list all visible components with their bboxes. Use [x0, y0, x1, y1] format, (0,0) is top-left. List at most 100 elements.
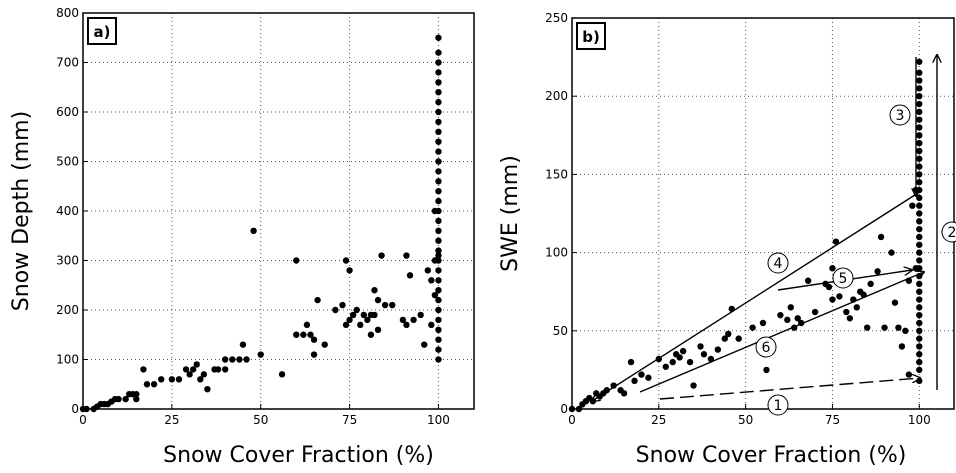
point: [829, 265, 836, 272]
point: [339, 301, 346, 309]
point: [916, 327, 923, 334]
point: [610, 382, 617, 389]
point: [257, 351, 264, 358]
annotation: 1: [774, 398, 783, 414]
point: [83, 405, 90, 413]
point: [568, 405, 576, 413]
point: [435, 247, 442, 254]
point: [435, 346, 442, 353]
point: [916, 210, 923, 217]
point: [435, 148, 442, 155]
point: [378, 252, 385, 259]
x-tick-label: 75: [342, 413, 357, 427]
point: [428, 321, 435, 329]
point: [690, 382, 697, 389]
point: [916, 69, 923, 76]
point: [631, 377, 638, 385]
point: [832, 238, 840, 245]
point: [435, 188, 442, 195]
point: [898, 343, 906, 350]
point: [881, 324, 888, 331]
point: [435, 89, 442, 96]
point: [243, 356, 250, 363]
annotation: 6: [762, 340, 771, 356]
point: [410, 316, 417, 324]
point: [342, 321, 350, 329]
point: [714, 346, 722, 353]
plot-frame: [82, 12, 475, 410]
point: [374, 296, 382, 304]
point: [435, 118, 442, 126]
point: [381, 301, 389, 309]
point: [197, 376, 204, 383]
annotation-circle: [889, 104, 911, 126]
point: [133, 390, 140, 398]
point: [916, 155, 923, 162]
point: [679, 347, 687, 355]
point: [843, 308, 850, 316]
point: [811, 308, 819, 316]
point: [916, 186, 923, 194]
point: [916, 351, 923, 358]
annotation: 3: [896, 108, 905, 124]
point: [721, 335, 728, 342]
point: [916, 335, 923, 342]
point: [877, 233, 885, 241]
x-tick-label: 25: [164, 413, 179, 427]
point: [846, 315, 854, 322]
point: [133, 395, 140, 403]
point: [357, 321, 364, 329]
point: [250, 227, 257, 234]
arrow: [592, 192, 919, 401]
point: [867, 280, 874, 288]
point: [300, 331, 307, 338]
point: [916, 77, 923, 84]
x-tick-label: 0: [79, 413, 87, 427]
point: [891, 299, 899, 306]
point: [435, 168, 442, 175]
point: [186, 371, 193, 378]
point: [435, 296, 442, 304]
point: [140, 366, 147, 373]
point: [310, 336, 318, 343]
point: [916, 124, 923, 131]
annotation-circle: [832, 267, 854, 289]
point: [435, 267, 442, 274]
point: [332, 306, 339, 314]
point: [367, 331, 375, 338]
point: [435, 197, 442, 205]
y-tick-label: 700: [56, 56, 79, 70]
point: [777, 311, 784, 319]
point: [916, 249, 923, 256]
point: [916, 241, 923, 248]
point: [200, 371, 208, 378]
point: [435, 34, 442, 41]
y-tick-label: 100: [545, 246, 568, 260]
y-tick-label: 250: [545, 11, 568, 25]
point: [239, 341, 247, 348]
y-tick-label: 300: [56, 254, 79, 268]
point: [916, 265, 923, 272]
point: [424, 267, 431, 274]
point: [916, 233, 923, 241]
point: [204, 386, 211, 393]
point: [346, 316, 353, 324]
point: [620, 390, 628, 397]
point: [669, 358, 676, 366]
point: [122, 395, 129, 403]
point: [364, 316, 371, 324]
point: [916, 202, 923, 209]
point: [406, 272, 414, 279]
y-tick-label: 150: [545, 167, 568, 181]
point: [874, 268, 881, 275]
point: [403, 321, 410, 329]
point: [725, 330, 732, 338]
point: [888, 249, 895, 256]
point: [575, 405, 583, 413]
plot-frame: [571, 17, 955, 410]
x-tick-label: 75: [825, 413, 840, 427]
annotation: 5: [839, 271, 848, 287]
point: [916, 257, 923, 264]
point: [314, 296, 321, 304]
point: [360, 311, 368, 319]
